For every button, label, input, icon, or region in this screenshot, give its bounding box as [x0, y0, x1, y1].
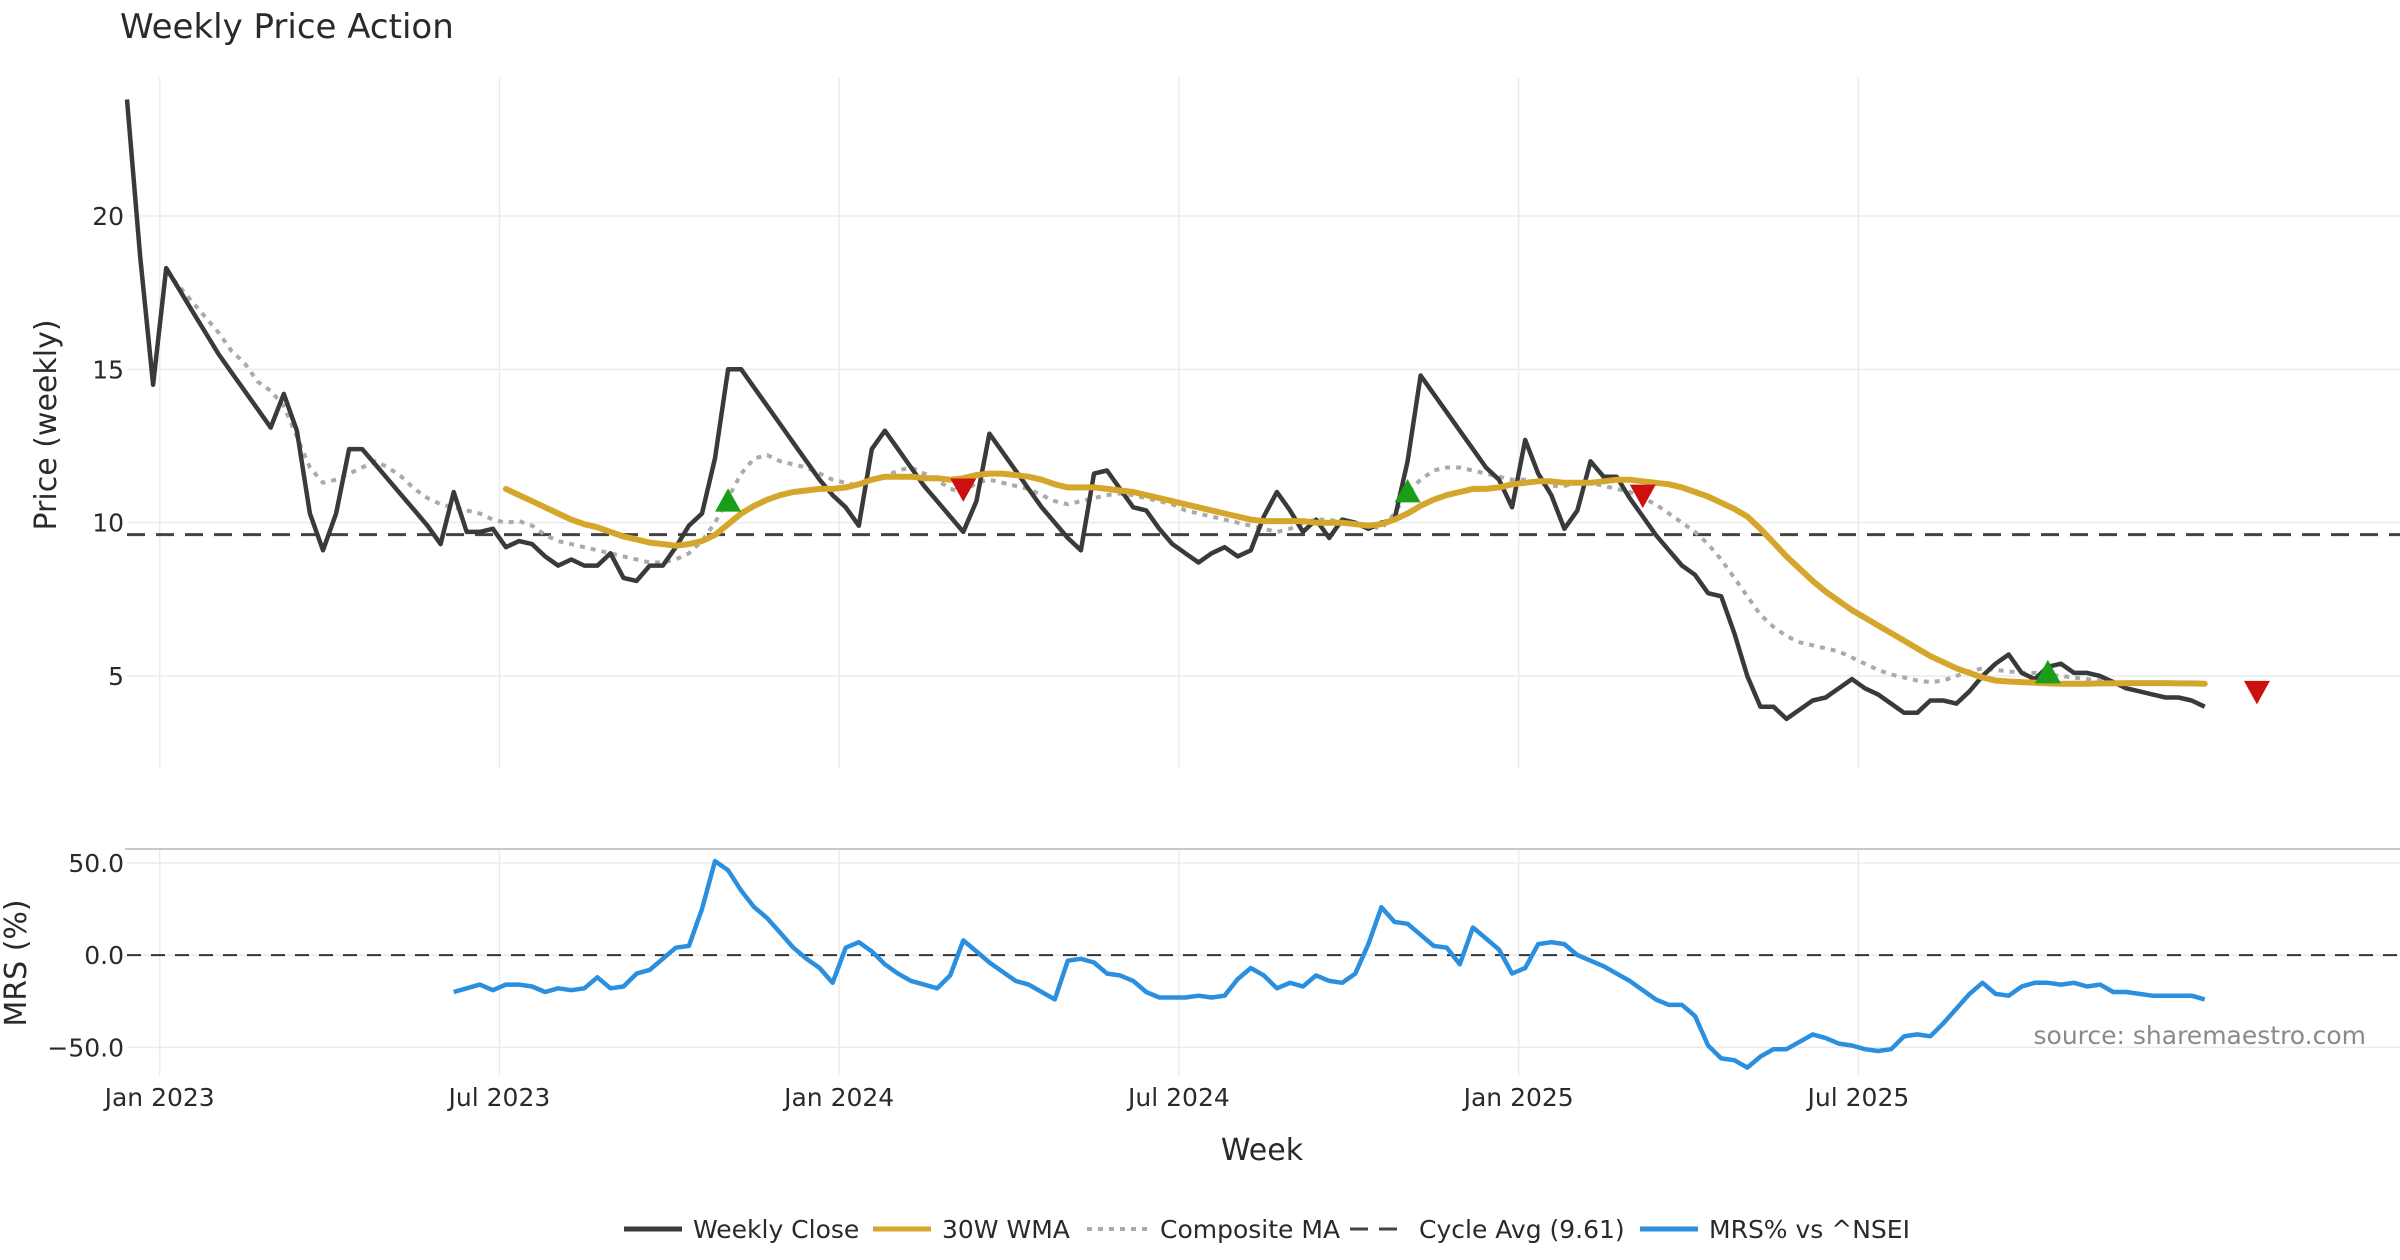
price-grid	[127, 78, 2400, 768]
price-y-tick-label: 20	[92, 202, 124, 231]
x-axis-label: Week	[1221, 1133, 1304, 1168]
mrs-y-tick-label: −50.0	[47, 1033, 124, 1062]
mrs-y-tick-label: 0.0	[84, 941, 124, 970]
source-note: source: sharemaestro.com	[2034, 1021, 2367, 1050]
price-y-tick-label: 5	[108, 662, 124, 691]
wma-30w-line	[502, 470, 2208, 687]
price-series	[124, 99, 2208, 722]
x-tick-label: Jul 2023	[447, 1083, 551, 1112]
buy-signal-marker	[2034, 659, 2061, 684]
legend-label: 30W WMA	[942, 1215, 1070, 1244]
price-y-tick-label: 10	[92, 509, 124, 538]
composite-ma-line	[164, 269, 2127, 688]
sell-signal-marker	[1629, 484, 1656, 509]
mrs-line	[453, 858, 2206, 1070]
chart-title: Weekly Price Action	[120, 7, 454, 47]
price-y-axis-label: Price (weekly)	[29, 319, 64, 530]
buy-signal-marker	[715, 488, 742, 512]
signal-markers	[715, 478, 2270, 705]
buy-signal-marker	[1394, 479, 1421, 503]
sell-signal-marker	[950, 478, 977, 502]
price-y-tick-label: 15	[92, 355, 124, 384]
legend-label: Composite MA	[1160, 1215, 1340, 1244]
legend: Weekly Close 30W WMA Composite MA Cycle Avg…	[624, 1215, 1910, 1244]
mrs-series	[453, 858, 2206, 1070]
mrs-y-ticks: 50.0 0.0 −50.0	[47, 849, 124, 1062]
x-tick-label: Jul 2025	[1806, 1083, 1910, 1112]
x-tick-label: Jan 2024	[782, 1083, 894, 1112]
mrs-y-axis-label: MRS (%)	[0, 899, 34, 1026]
x-ticks: Jan 2023 Jul 2023 Jan 2024 Jul 2024 Jan 2025…	[103, 1083, 1910, 1112]
legend-label: Cycle Avg (9.61)	[1419, 1215, 1625, 1244]
x-tick-label: Jul 2024	[1126, 1083, 1230, 1112]
legend-label: Weekly Close	[693, 1215, 859, 1244]
x-tick-label: Jan 2025	[1462, 1083, 1574, 1112]
x-tick-label: Jan 2023	[103, 1083, 215, 1112]
mrs-y-tick-label: 50.0	[68, 849, 124, 878]
price-y-ticks: 5 10 15 20	[92, 202, 124, 691]
legend-label: MRS% vs ^NSEI	[1709, 1215, 1910, 1244]
weekly-close-line	[124, 99, 2206, 722]
sell-signal-marker	[2243, 680, 2270, 705]
